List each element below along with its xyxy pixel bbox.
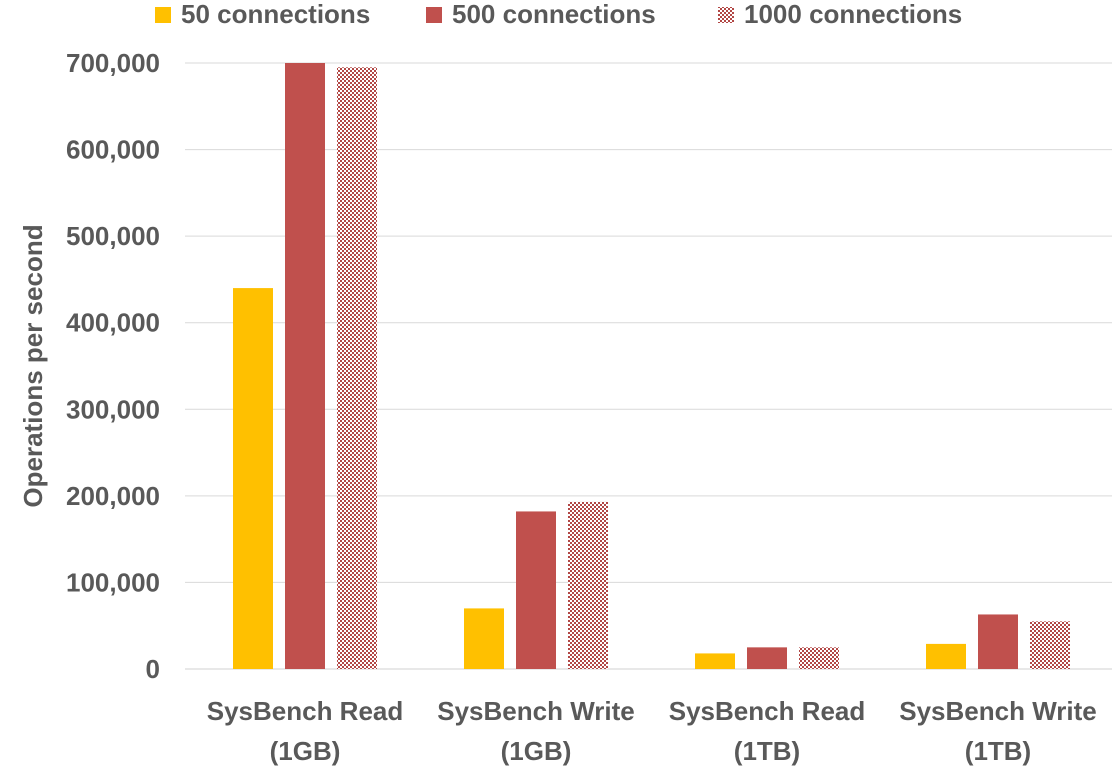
bar-500-connections-3: [978, 614, 1018, 669]
legend-swatch: [155, 7, 171, 23]
bar-50-connections-3: [926, 643, 966, 669]
y-tick-label: 100,000: [66, 567, 160, 597]
y-tick-label: 200,000: [66, 481, 160, 511]
x-category-label: (1TB): [734, 736, 800, 766]
legend-label: 1000 connections: [744, 0, 962, 29]
bar-500-connections-0: [285, 63, 325, 669]
x-category-label: SysBench Write: [437, 696, 634, 726]
x-category-label: SysBench Read: [207, 696, 404, 726]
x-category-label: (1TB): [965, 736, 1031, 766]
y-tick-label: 300,000: [66, 394, 160, 424]
x-category-label: (1GB): [270, 736, 341, 766]
bar-1000-connections-2: [799, 647, 839, 669]
legend-label: 50 connections: [181, 0, 370, 29]
legend-swatch: [718, 7, 734, 23]
bars: [233, 63, 1070, 670]
bar-50-connections-2: [695, 653, 735, 669]
bar-50-connections-0: [233, 288, 273, 669]
bar-1000-connections-0: [337, 67, 377, 670]
y-tick-label: 0: [146, 654, 160, 684]
x-category-label: SysBench Read: [669, 696, 866, 726]
y-tick-label: 500,000: [66, 221, 160, 251]
y-axis-ticks: 0 100,000 200,000 300,000 400,000 500,000 600,…: [66, 48, 160, 684]
legend-swatch: [426, 7, 442, 23]
bar-500-connections-1: [516, 511, 556, 669]
bar-1000-connections-1: [568, 501, 608, 669]
x-category-label: SysBench Write: [899, 696, 1096, 726]
y-tick-label: 400,000: [66, 308, 160, 338]
bar-50-connections-1: [464, 608, 504, 669]
legend-label: 500 connections: [452, 0, 656, 29]
y-tick-label: 700,000: [66, 48, 160, 78]
legend: 50 connections 500 connections 1000 connec…: [155, 0, 962, 29]
bar-1000-connections-3: [1030, 621, 1070, 669]
x-axis-labels: SysBench Read (1GB) SysBench Write (1GB) Sys…: [207, 696, 1097, 766]
y-tick-label: 600,000: [66, 135, 160, 165]
y-axis-title: Operations per second: [18, 224, 48, 507]
x-category-label: (1GB): [501, 736, 572, 766]
bar-500-connections-2: [747, 647, 787, 669]
